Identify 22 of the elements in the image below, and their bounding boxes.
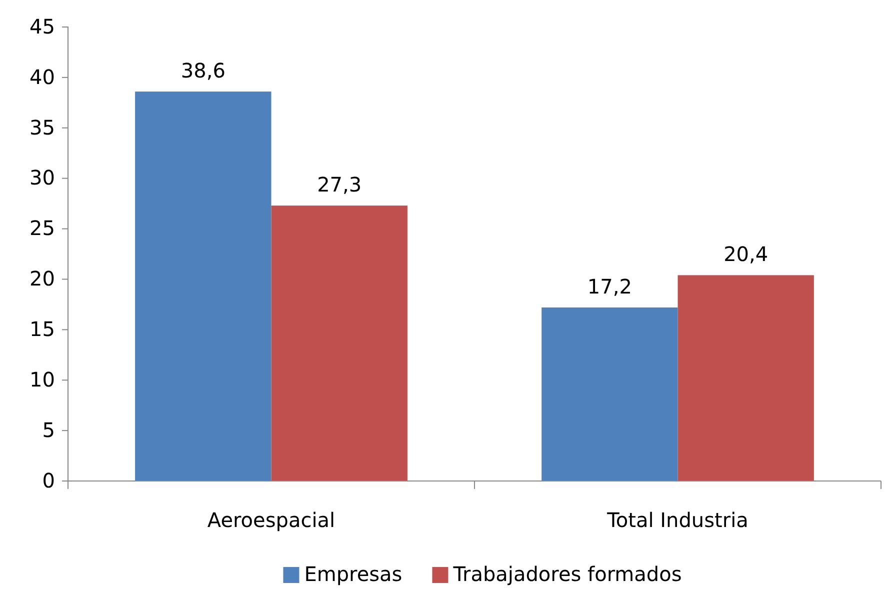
data-label: 38,6 — [180, 58, 226, 83]
legend-label: Trabajadores formados — [452, 562, 682, 586]
y-tick-label: 0 — [42, 468, 55, 492]
y-tick-label: 10 — [30, 368, 55, 392]
data-label: 20,4 — [724, 242, 768, 266]
bar — [542, 307, 678, 481]
x-tick-label: Aeroespacial — [207, 508, 336, 532]
legend-label: Empresas — [304, 562, 402, 586]
bar — [271, 206, 408, 481]
y-tick-label: 5 — [42, 418, 55, 442]
y-tick-label: 40 — [30, 64, 55, 89]
y-tick-label: 25 — [30, 216, 55, 240]
y-tick-label: 20 — [30, 266, 55, 291]
x-tick-label: Total Industria — [606, 508, 748, 532]
y-tick-label: 30 — [30, 166, 55, 190]
data-label: 27,3 — [317, 172, 362, 197]
y-tick-label: 35 — [30, 115, 55, 140]
bar — [678, 275, 814, 481]
y-tick-label: 45 — [30, 14, 55, 38]
data-label: 17,2 — [587, 274, 632, 298]
y-tick-label: 15 — [30, 317, 55, 342]
bar — [135, 92, 272, 481]
